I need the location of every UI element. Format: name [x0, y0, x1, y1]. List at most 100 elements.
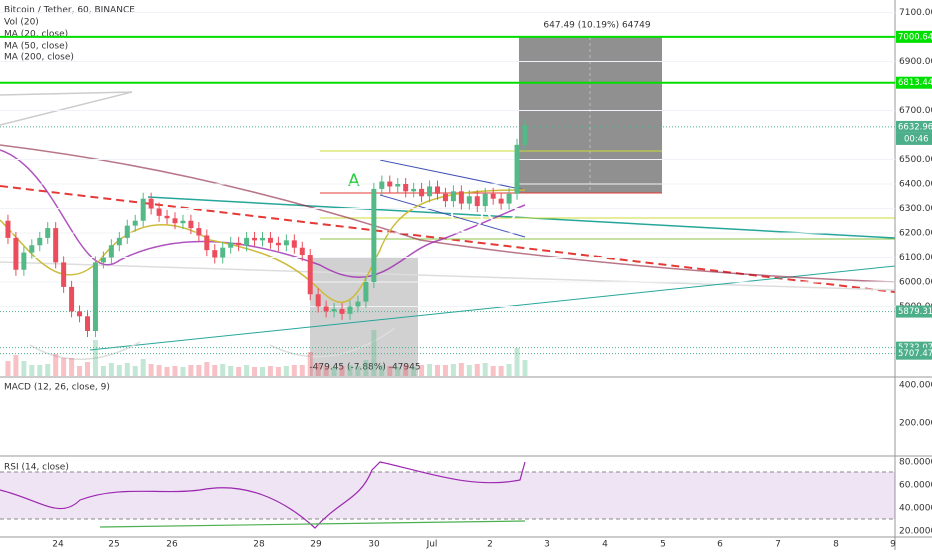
volume-bar — [172, 366, 178, 376]
volume-bar — [124, 363, 130, 376]
price-tick: 6900.00 — [899, 57, 932, 67]
volume-bar — [458, 363, 464, 376]
candle-body — [85, 316, 90, 331]
volume-bar — [363, 360, 369, 376]
candle-body — [13, 237, 19, 270]
volume-bar — [339, 366, 345, 376]
date-tick: 2 — [487, 540, 493, 550]
date-tick: 26 — [166, 540, 178, 550]
symbol: Bitcoin / Tether, 60, BINANCE — [4, 6, 135, 16]
candle-body — [291, 240, 297, 248]
volume-bar — [331, 367, 337, 376]
indicator: Vol (20) — [4, 18, 39, 28]
label-a: A — [348, 171, 360, 191]
candle-body — [164, 215, 170, 219]
candle-body — [490, 193, 496, 199]
candle-body — [283, 240, 289, 246]
candle-body — [466, 196, 472, 204]
indicator: MA (200, close) — [4, 53, 74, 63]
candle-body — [458, 191, 464, 204]
candle-body — [188, 220, 194, 229]
volume-bar — [236, 367, 242, 376]
volume-bar — [514, 348, 520, 376]
candle-body — [5, 220, 11, 238]
candle-body — [196, 228, 202, 236]
volume-bar — [275, 367, 281, 376]
candle-body — [339, 308, 345, 314]
candle-body — [61, 262, 67, 287]
macd-tick: 400.0000 — [899, 381, 932, 391]
countdown: 00:46 — [904, 134, 929, 144]
candle-body — [140, 198, 146, 221]
indicator: MA (20, close) — [4, 30, 68, 40]
level-label: 5707.47 — [898, 349, 932, 359]
candle-body — [442, 193, 448, 202]
volume-bar — [474, 364, 480, 376]
candle-body — [132, 220, 138, 226]
level-label: 5879.31 — [898, 307, 932, 317]
rsi-line — [0, 461, 526, 529]
volume-bar — [299, 365, 305, 376]
volume-bar — [37, 365, 43, 376]
volume-bar — [506, 364, 512, 376]
candle-body — [498, 198, 504, 204]
triangle — [0, 91, 133, 126]
drop-label: -479.45 (-7.88%) -47945 — [309, 363, 420, 373]
volume-bar — [323, 366, 329, 376]
candle-body — [395, 184, 401, 187]
level-label: 6813.44 — [898, 78, 932, 88]
level-badge — [896, 76, 932, 89]
candle-body — [315, 294, 321, 307]
candle-body — [450, 191, 456, 202]
candle-body — [53, 228, 59, 263]
volume-bar — [260, 367, 265, 376]
volume-bar — [156, 365, 162, 376]
candle-body — [427, 186, 433, 197]
candle-body — [37, 237, 43, 246]
candle-body — [244, 237, 250, 246]
price-tick: 6300.00 — [899, 204, 932, 214]
candle-body — [236, 242, 242, 246]
price-tick: 6400.00 — [899, 180, 932, 190]
level-label: 7000.64 — [898, 32, 932, 42]
date-tick: 24 — [52, 540, 64, 550]
volume-bar — [140, 359, 146, 376]
date-tick: Jul — [426, 540, 438, 550]
volume-bar — [435, 365, 440, 376]
rsi-tick: 60.0000 — [899, 481, 932, 491]
candle-body — [347, 306, 353, 314]
candle-body — [514, 144, 520, 194]
volume-bar — [244, 365, 250, 376]
channel-top — [379, 159, 526, 191]
date-tick: 25 — [108, 540, 119, 550]
volume-bar — [188, 365, 194, 376]
teal-rise — [89, 265, 896, 351]
candle-body — [522, 125, 528, 145]
rsi-tick: 40.0000 — [899, 504, 932, 514]
price-tick: 7100.00 — [899, 8, 932, 18]
volume-bar — [77, 366, 83, 376]
volume-bar — [427, 364, 433, 376]
volume-bar — [347, 365, 353, 376]
volume-bar — [148, 364, 154, 376]
candle-body — [180, 220, 186, 224]
volume-bar — [45, 364, 51, 376]
arc-drawing — [269, 327, 396, 358]
candle-body — [474, 196, 480, 207]
countdown-badge — [896, 132, 932, 145]
volume-bar — [371, 330, 377, 376]
date-tick: 9 — [890, 540, 896, 550]
price-tick: 6700.00 — [899, 106, 932, 116]
volume-bar — [466, 365, 472, 376]
candle-body — [260, 237, 265, 241]
candle-body — [323, 306, 329, 312]
volume-bar — [228, 366, 234, 376]
rsi-tick: 80.0000 — [899, 458, 932, 468]
volume-bar — [267, 366, 273, 376]
level-badge — [896, 30, 932, 43]
candle-body — [252, 237, 258, 241]
volume-bar — [13, 355, 19, 376]
date-tick: 6 — [717, 540, 723, 550]
date-tick: 3 — [544, 540, 550, 550]
